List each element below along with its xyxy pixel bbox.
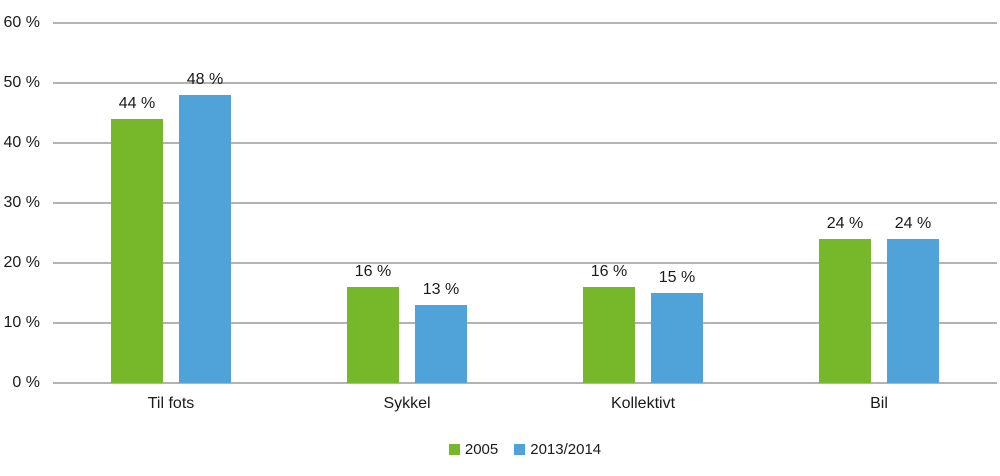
legend-swatch [448,444,460,455]
y-axis-tick-label: 10 % [3,314,40,331]
legend-label: 2005 [464,441,499,458]
y-axis-tick-label: 30 % [3,194,40,211]
x-axis-category-label: Kollektivt [610,395,676,412]
bar-2005-kollektivt [583,287,635,383]
bar-value-label: 16 % [590,263,628,280]
legend-swatch [514,444,526,455]
x-axis-category-label: Sykkel [383,395,431,412]
bar-value-label: 48 % [186,71,224,88]
legend-item-2005: 2005 [448,441,499,458]
bar-value-label: 24 % [826,215,864,232]
gridline [53,322,997,324]
x-axis-category-label: Til fots [147,395,195,412]
y-axis-tick-label: 60 % [3,14,40,31]
y-axis-tick-label: 40 % [3,134,40,151]
y-axis-tick-label: 50 % [3,74,40,91]
legend-label: 2013/2014 [530,441,602,458]
gridline [53,262,997,264]
legend: 2005 2013/2014 [53,441,997,458]
gridline [53,142,997,144]
bar-2013-2014-til-fots [179,95,231,383]
bar-value-label: 13 % [422,281,460,298]
legend-item-2013-2014: 2013/2014 [514,441,601,458]
bar-2005-til-fots [111,119,163,383]
bar-2013-2014-kollektivt [651,293,703,383]
plot-area: 44 % 48 % 16 % 13 % 16 % 15 % 24 % 24 % [53,22,997,384]
gridline [53,202,997,204]
y-axis-tick-label: 20 % [3,254,40,271]
gridline [53,382,997,384]
bar-value-label: 15 % [658,269,696,286]
x-axis-category-label: Bil [870,395,888,412]
gridline [53,22,997,24]
bar-2013-2014-sykkel [415,305,467,383]
bar-2005-sykkel [347,287,399,383]
bar-2005-bil [819,239,871,383]
y-axis-tick-label: 0 % [12,374,40,391]
gridline [53,82,997,84]
bar-value-label: 44 % [118,95,156,112]
bar-value-label: 16 % [354,263,392,280]
bar-2013-2014-bil [887,239,939,383]
bar-value-label: 24 % [894,215,932,232]
